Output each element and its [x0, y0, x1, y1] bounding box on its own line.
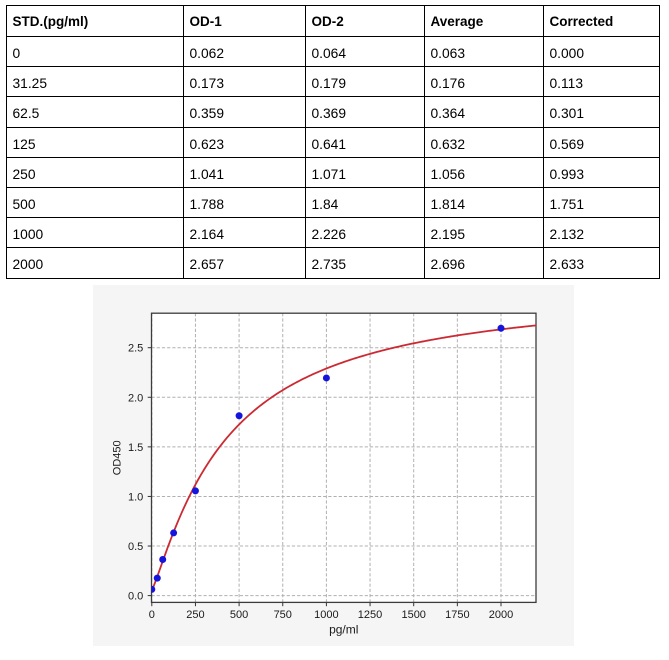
svg-text:2.5: 2.5	[128, 343, 143, 355]
svg-text:0.5: 0.5	[128, 541, 143, 553]
svg-text:2000: 2000	[489, 609, 513, 621]
svg-text:2.0: 2.0	[128, 392, 143, 404]
svg-text:0.0: 0.0	[128, 591, 143, 603]
svg-text:250: 250	[186, 609, 204, 621]
svg-text:750: 750	[274, 609, 292, 621]
svg-text:OD450: OD450	[112, 440, 124, 475]
svg-text:0: 0	[149, 609, 155, 621]
svg-text:1.5: 1.5	[128, 442, 143, 454]
svg-text:500: 500	[230, 609, 248, 621]
svg-text:1750: 1750	[445, 609, 469, 621]
svg-text:pg/ml: pg/ml	[329, 622, 358, 636]
svg-text:1.0: 1.0	[128, 491, 143, 503]
svg-text:1000: 1000	[314, 609, 338, 621]
svg-text:1250: 1250	[358, 609, 382, 621]
svg-text:1500: 1500	[401, 609, 425, 621]
